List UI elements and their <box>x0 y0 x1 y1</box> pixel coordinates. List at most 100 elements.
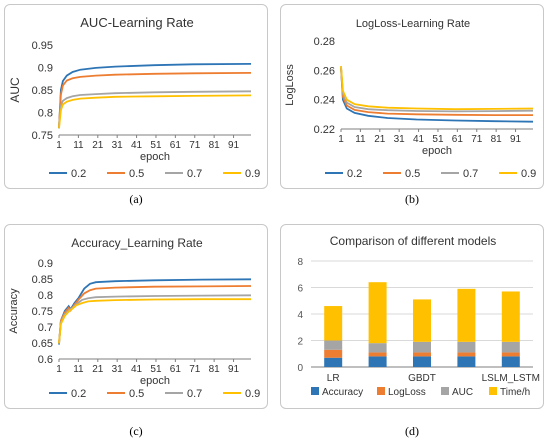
y-tick-label: 0.9 <box>38 63 53 75</box>
bar-segment-auc <box>457 341 476 353</box>
x-tick-label: 31 <box>112 364 124 375</box>
bar-segment-logloss <box>368 352 387 357</box>
y-tick-label: 0.75 <box>32 130 53 142</box>
bar-segment-accuracy <box>457 356 476 367</box>
series-line-0-7 <box>58 90 252 127</box>
bar-segment-auc <box>501 341 520 353</box>
series-line-0-7 <box>58 294 252 343</box>
legend-swatch <box>377 387 385 395</box>
series-line-0-9 <box>58 94 252 129</box>
x-tick-label: 41 <box>131 140 143 151</box>
x-tick-label: 1 <box>338 134 344 145</box>
y-tick-label: 2 <box>297 337 303 348</box>
legend-label: 0.9 <box>245 388 260 400</box>
y-tick-label: 0.24 <box>314 95 335 107</box>
legend-label: Time/h <box>500 387 530 398</box>
y-tick-label: 0.65 <box>32 338 53 350</box>
bar-segment-auc <box>324 340 343 350</box>
y-tick-label: 8 <box>297 257 303 268</box>
comparison-chart-svg: Comparison of different models 0 2 4 6 8 LR GBD… <box>297 234 540 398</box>
caption-c: (c) <box>129 424 143 438</box>
legend-swatch <box>441 387 449 395</box>
legend-label: 0.2 <box>347 168 362 180</box>
legend-swatch <box>311 387 319 395</box>
legend-label: 0.5 <box>405 168 420 180</box>
x-tick-label: 41 <box>413 134 425 145</box>
y-tick-label: 0.95 <box>32 40 53 52</box>
bar-segment-time-h <box>324 306 343 341</box>
caption-d: (d) <box>405 424 419 438</box>
legend-label: Accuracy <box>322 387 363 398</box>
legend-label: 0.5 <box>129 388 144 400</box>
series-line-0-2 <box>58 63 252 129</box>
x-tick-label: 71 <box>189 140 201 151</box>
y-tick-label: 4 <box>297 310 303 321</box>
series-line-0-5 <box>58 285 252 344</box>
series-line-0-2 <box>340 67 534 123</box>
x-tick-label: 51 <box>432 134 444 145</box>
x-tick-label: 41 <box>131 364 143 375</box>
chart-title: AUC-Learning Rate <box>80 15 193 30</box>
y-tick-label: 0.22 <box>314 124 335 136</box>
y-tick-label: 0.8 <box>38 290 53 302</box>
legend-label: 0.7 <box>463 168 478 180</box>
bar-segment-time-h <box>368 282 387 344</box>
y-tick-label: 0.9 <box>38 258 53 270</box>
x-tick-label: 71 <box>471 134 483 145</box>
bar-segment-accuracy <box>368 356 387 367</box>
caption-a: (a) <box>129 192 143 206</box>
series-line-0-9 <box>58 298 251 344</box>
x-tick-label: 51 <box>150 140 162 151</box>
legend-label: 0.7 <box>187 388 202 400</box>
bar-segment-auc <box>413 341 431 353</box>
bar-segment-time-h <box>413 299 431 342</box>
y-tick-label: 0.6 <box>38 354 53 366</box>
legend-label: LogLoss <box>388 387 426 398</box>
bar-segment-accuracy <box>324 357 343 367</box>
bar-segment-time-h <box>457 288 476 342</box>
y-tick-label: 0 <box>297 363 303 374</box>
legend-label: 0.9 <box>521 168 536 180</box>
x-tick-label: 1 <box>56 140 62 151</box>
x-tick-label: 21 <box>92 364 104 375</box>
y-tick-label: 6 <box>297 284 303 295</box>
y-tick-label: 0.7 <box>38 322 53 334</box>
legend-label: 0.7 <box>187 168 202 180</box>
x-tick-label: 61 <box>452 134 464 145</box>
x-axis-title: epoch <box>140 375 170 387</box>
x-tick-label: 21 <box>374 134 386 145</box>
auc-learning-rate-chart: AUC-Learning Rate 0.75 0.8 0.85 0.9 0.95 1 11 21… <box>4 4 268 189</box>
x-category-label: LSLM_LSTM <box>482 373 540 384</box>
x-axis-title: epoch <box>140 151 170 163</box>
accuracy-learning-rate-chart: Accuracy_Learning Rate 0.6 0.65 0.7 0.75 0.8 0… <box>4 224 268 409</box>
y-tick-label: 0.28 <box>314 36 335 48</box>
x-tick-label: 81 <box>491 134 503 145</box>
x-tick-label: 21 <box>92 140 104 151</box>
x-tick-label: 11 <box>73 364 84 375</box>
y-axis-title: Accuracy <box>8 288 20 334</box>
y-tick-label: 0.8 <box>38 108 53 120</box>
bar-segment-logloss <box>457 352 476 357</box>
y-axis-title: AUC <box>8 77 22 103</box>
bar-segment-accuracy <box>501 356 520 367</box>
legend-swatch <box>489 387 497 395</box>
legend-label: 0.2 <box>71 168 86 180</box>
y-tick-label: 0.85 <box>32 85 53 97</box>
logloss-learning-rate-chart: LogLoss-Learning Rate 0.22 0.24 0.26 0.28 1 11… <box>280 4 544 189</box>
x-tick-label: 91 <box>228 140 240 151</box>
bar-segment-logloss <box>413 352 431 357</box>
legend-label: 0.9 <box>245 168 260 180</box>
series-line-0-2 <box>58 278 252 345</box>
accuracy-chart-svg: Accuracy_Learning Rate 0.6 0.65 0.7 0.75 0.8 0… <box>8 236 260 400</box>
x-tick-label: 1 <box>56 364 62 375</box>
x-tick-label: 31 <box>112 140 124 151</box>
x-tick-label: 31 <box>394 134 406 145</box>
series-line-0-7 <box>340 67 534 113</box>
x-tick-label: 91 <box>228 364 240 375</box>
legend-label: 0.5 <box>129 168 144 180</box>
y-tick-label: 0.75 <box>32 306 53 318</box>
y-tick-label: 0.26 <box>314 65 335 77</box>
bar-segment-auc <box>368 343 387 353</box>
